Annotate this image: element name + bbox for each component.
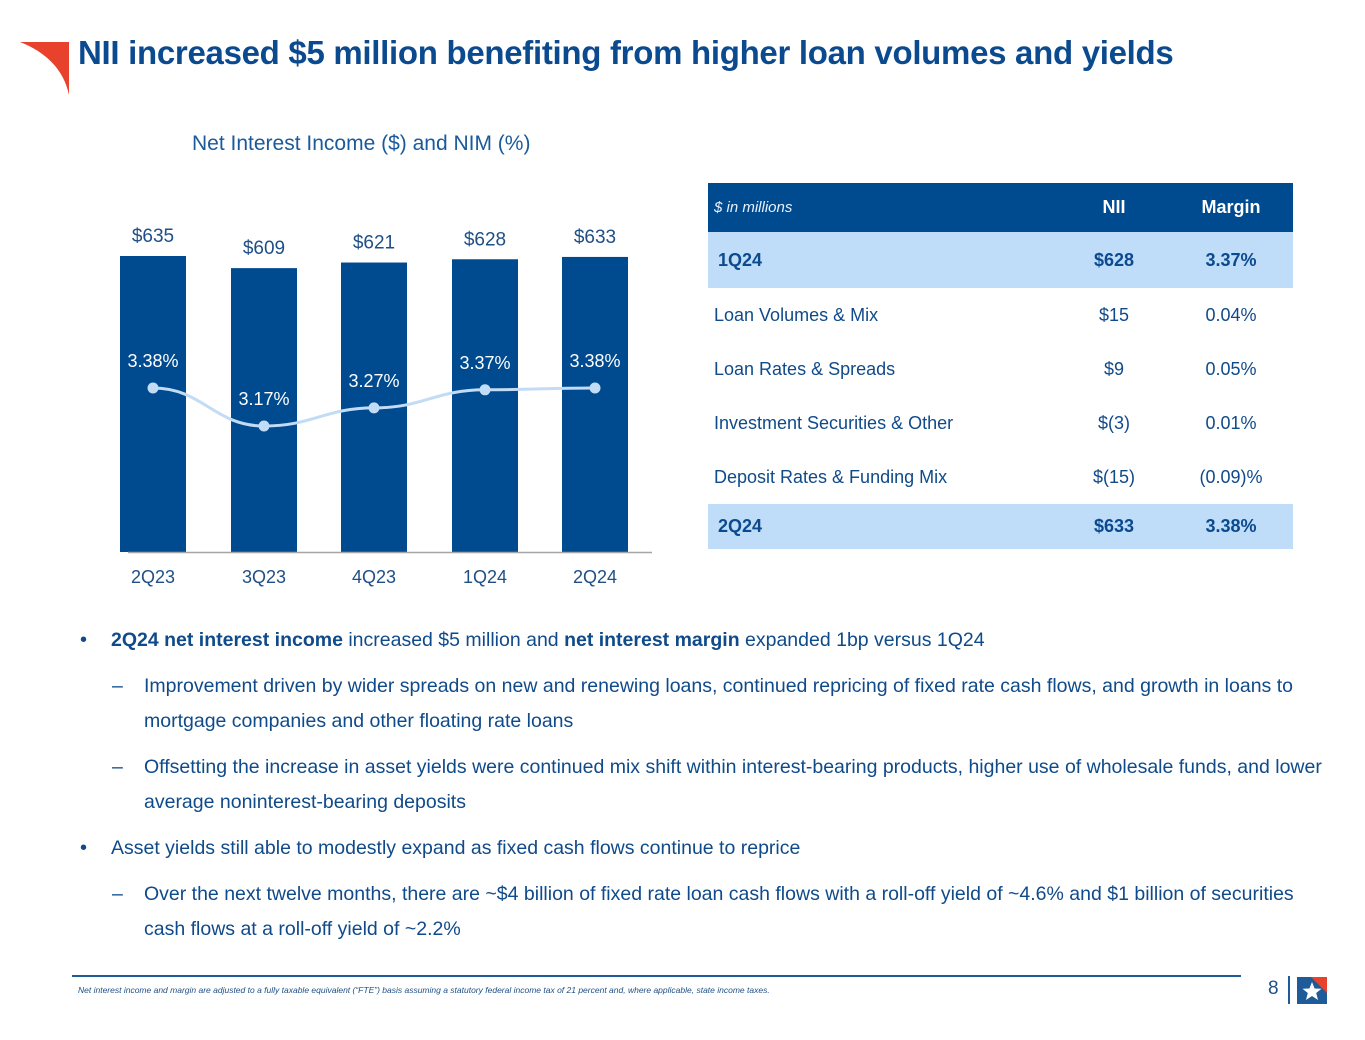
x-tick-label: 2Q23 bbox=[131, 567, 175, 587]
nim-point bbox=[479, 384, 491, 396]
red-swoosh-icon bbox=[20, 42, 69, 95]
nii-bar bbox=[562, 256, 628, 552]
sub-bullet-text: Over the next twelve months, there are ~… bbox=[144, 883, 1294, 940]
bullet-text: increased $5 million and bbox=[342, 629, 565, 651]
nii-bar bbox=[120, 256, 186, 552]
row-label: Investment Securities & Other bbox=[714, 412, 954, 433]
nii-nim-chart: $635 $609 $621 $628 $633 2Q23 3Q23 4Q23 1Q24 2Q2… bbox=[120, 226, 652, 587]
row-label: Loan Rates & Spreads bbox=[714, 358, 896, 379]
header-margin: Margin bbox=[1201, 197, 1261, 217]
row-nii: $9 bbox=[1103, 358, 1125, 379]
row-margin: 3.37% bbox=[1205, 249, 1257, 270]
nim-label: 3.38% bbox=[127, 351, 178, 371]
bullet-asset-yields: • Asset yields still able to modestly ex… bbox=[80, 831, 1330, 866]
nii-bar-label: $628 bbox=[464, 229, 506, 250]
nii-bar bbox=[231, 268, 297, 552]
nim-label: 3.38% bbox=[569, 351, 620, 371]
row-nii: $15 bbox=[1098, 304, 1130, 325]
nim-point bbox=[368, 402, 380, 414]
table-row-2q24: 2Q24 $633 3.38% bbox=[708, 504, 1293, 549]
bullet-dot-icon: • bbox=[80, 629, 88, 651]
nii-bar-label: $621 bbox=[353, 233, 395, 254]
dash-icon: – bbox=[112, 756, 123, 778]
row-label: Loan Volumes & Mix bbox=[714, 304, 879, 325]
row-nii: $633 bbox=[1093, 516, 1135, 536]
x-tick-label: 2Q24 bbox=[573, 567, 617, 587]
nii-bridge-table: $ in millions NII Margin 1Q24 $628 3.37%… bbox=[708, 183, 1293, 549]
table-row: Investment Securities & Other $(3) 0.01% bbox=[708, 396, 1293, 450]
nim-point bbox=[258, 420, 270, 432]
nim-label: 3.37% bbox=[459, 353, 510, 373]
x-tick-label: 4Q23 bbox=[352, 567, 396, 587]
row-nii: $628 bbox=[1093, 249, 1135, 270]
table-row: Deposit Rates & Funding Mix $(15) (0.09)… bbox=[708, 450, 1293, 504]
star-flag-logo-icon bbox=[1297, 977, 1327, 1004]
sub-bullet: – Improvement driven by wider spreads on… bbox=[80, 669, 1330, 739]
sub-bullet-text: Improvement driven by wider spreads on n… bbox=[144, 675, 1293, 732]
x-tick-label: 3Q23 bbox=[242, 567, 286, 587]
bullet-nii-summary: • 2Q24 net interest income increased $5 … bbox=[80, 623, 1330, 658]
nim-point bbox=[147, 382, 159, 394]
bullet-dot-icon: • bbox=[80, 837, 88, 859]
bullet-text: Asset yields still able to modestly expa… bbox=[111, 837, 801, 859]
row-label: Deposit Rates & Funding Mix bbox=[714, 466, 948, 487]
table-header-row: $ in millions NII Margin bbox=[708, 183, 1293, 232]
nii-bar-label: $609 bbox=[243, 238, 285, 259]
header-units: $ in millions bbox=[714, 199, 793, 216]
row-margin: (0.09)% bbox=[1199, 466, 1263, 487]
row-label: 2Q24 bbox=[718, 516, 763, 536]
chart-title: Net Interest Income ($) and NIM (%) bbox=[192, 132, 531, 155]
footnote: Net interest income and margin are adjus… bbox=[78, 985, 770, 995]
page-number: 8 bbox=[1268, 978, 1279, 999]
nii-bar-label: $633 bbox=[574, 227, 616, 248]
commentary-bullets: • 2Q24 net interest income increased $5 … bbox=[80, 623, 1330, 958]
dash-icon: – bbox=[112, 883, 123, 905]
nim-point bbox=[589, 382, 601, 394]
footer-divider bbox=[72, 975, 1241, 977]
sub-bullet: – Offsetting the increase in asset yield… bbox=[80, 750, 1330, 820]
table-row-1q24: 1Q24 $628 3.37% bbox=[708, 232, 1293, 288]
bold-text: 2Q24 net interest income bbox=[111, 629, 343, 651]
table-row: Loan Volumes & Mix $15 0.04% bbox=[708, 288, 1293, 342]
row-nii: $(15) bbox=[1092, 466, 1136, 487]
nim-label: 3.27% bbox=[348, 371, 399, 391]
row-margin: 0.01% bbox=[1205, 412, 1257, 433]
nii-bar bbox=[452, 259, 518, 552]
bullet-text: expanded 1bp versus 1Q24 bbox=[739, 629, 985, 651]
page-separator bbox=[1288, 976, 1290, 1004]
row-margin: 0.05% bbox=[1205, 358, 1257, 379]
nim-label: 3.17% bbox=[238, 389, 289, 409]
table-row: Loan Rates & Spreads $9 0.05% bbox=[708, 342, 1293, 396]
row-margin: 3.38% bbox=[1205, 516, 1257, 536]
bold-text: net interest margin bbox=[564, 629, 740, 651]
sub-bullet: – Over the next twelve months, there are… bbox=[80, 877, 1330, 947]
header-nii: NII bbox=[1102, 197, 1126, 217]
nii-bar-label: $635 bbox=[132, 226, 174, 247]
dash-icon: – bbox=[112, 675, 123, 697]
x-tick-label: 1Q24 bbox=[463, 567, 507, 587]
row-label: 1Q24 bbox=[718, 249, 763, 270]
slide-title: NII increased $5 million benefiting from… bbox=[78, 34, 1174, 71]
sub-bullet-text: Offsetting the increase in asset yields … bbox=[144, 756, 1322, 813]
row-margin: 0.04% bbox=[1205, 304, 1257, 325]
row-nii: $(3) bbox=[1097, 412, 1130, 433]
